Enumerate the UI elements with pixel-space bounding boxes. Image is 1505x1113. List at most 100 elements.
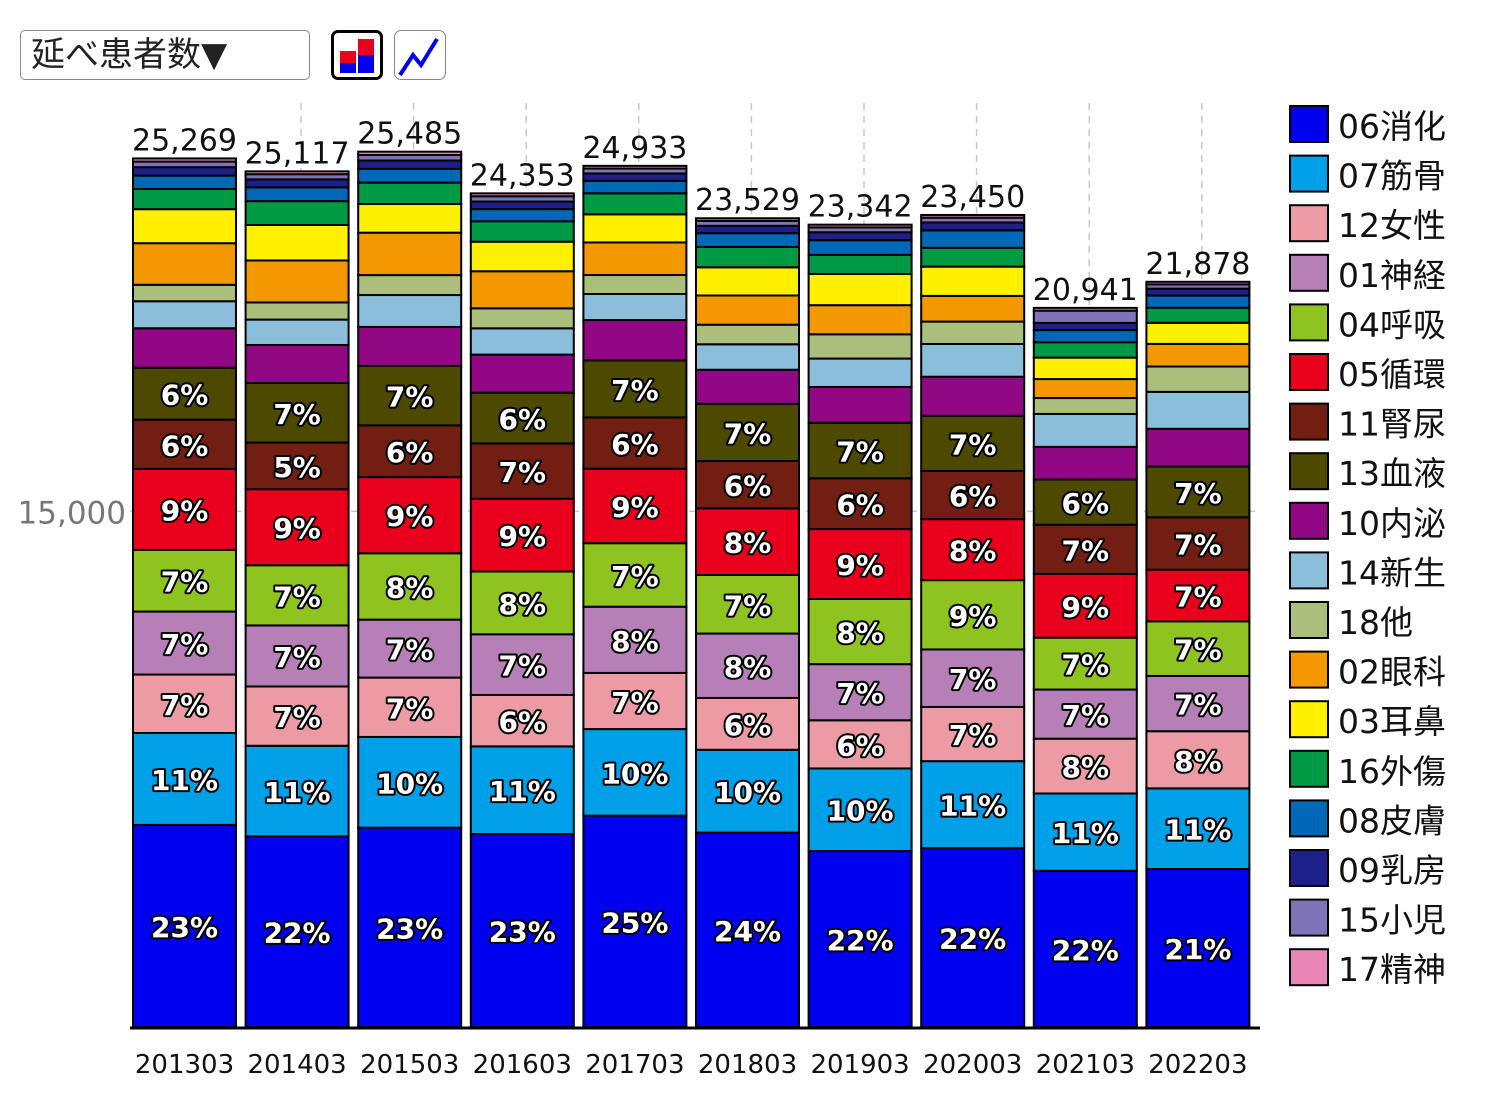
bar-segment[interactable] (920, 265, 1026, 297)
bar-segment[interactable] (469, 497, 575, 573)
bar-segment[interactable] (244, 186, 350, 203)
bar-segment[interactable] (582, 241, 688, 277)
bar-segment[interactable] (582, 671, 688, 731)
bar-segment[interactable] (807, 253, 913, 275)
bar-segment[interactable] (357, 181, 463, 206)
bar-segment[interactable] (244, 343, 350, 385)
bar-segment[interactable] (132, 283, 237, 303)
bar-segment[interactable] (920, 320, 1026, 345)
bar-segment[interactable] (695, 232, 800, 248)
bar-segment[interactable] (695, 507, 800, 576)
bar-segment[interactable] (357, 826, 463, 1028)
bar-segment[interactable] (582, 319, 688, 362)
bar-segment[interactable] (1145, 674, 1251, 733)
bar-segment[interactable] (582, 274, 688, 295)
bar-segment[interactable] (469, 200, 575, 211)
bar-segment[interactable] (1032, 412, 1138, 448)
bar-segment[interactable] (1145, 365, 1251, 393)
bar-segment[interactable] (469, 220, 575, 243)
bar-segment[interactable] (695, 245, 800, 269)
bar-segment[interactable] (920, 213, 1026, 219)
bar-segment[interactable] (807, 477, 913, 531)
bar-segment[interactable] (807, 385, 913, 424)
bar-segment[interactable] (469, 270, 575, 310)
bar-segment[interactable] (469, 745, 575, 835)
bar-segment[interactable] (582, 164, 688, 170)
bar-segment[interactable] (1032, 572, 1138, 639)
bar-segment[interactable] (244, 835, 350, 1028)
bar-segment[interactable] (807, 357, 913, 388)
bar-segment[interactable] (920, 469, 1026, 521)
bar-segment[interactable] (132, 300, 237, 330)
bar-segment[interactable] (807, 767, 913, 853)
bar-segment[interactable] (582, 467, 688, 545)
bar-segment[interactable] (357, 294, 463, 328)
bar-segment[interactable] (1145, 465, 1251, 519)
bar-segment[interactable] (582, 179, 688, 195)
bar-segment[interactable] (582, 292, 688, 322)
bar-segment[interactable] (244, 259, 350, 304)
bar-segment[interactable] (244, 318, 350, 346)
bar-segment[interactable] (357, 364, 463, 427)
bar-segment[interactable] (357, 476, 463, 555)
bar-segment[interactable] (469, 208, 575, 223)
bar-segment[interactable] (920, 221, 1026, 232)
bar-segment[interactable] (807, 272, 913, 307)
bar-segment[interactable] (357, 424, 463, 479)
bar-segment[interactable] (1032, 306, 1138, 312)
bar-segment[interactable] (132, 242, 237, 286)
metric-dropdown[interactable]: 延べ患者数▼ (20, 30, 310, 80)
bar-segment[interactable] (469, 391, 575, 445)
bar-segment[interactable] (357, 231, 463, 277)
bar-segment[interactable] (695, 294, 800, 326)
bar-segment[interactable] (1145, 427, 1251, 468)
bar-segment[interactable] (244, 170, 350, 176)
bar-segment[interactable] (695, 573, 800, 635)
bar-segment[interactable] (1145, 568, 1251, 623)
bar-segment[interactable] (807, 239, 913, 256)
bar-segment[interactable] (807, 333, 913, 360)
bar-segment[interactable] (469, 693, 575, 748)
bar-segment[interactable] (132, 174, 237, 190)
bar-segment[interactable] (469, 570, 575, 636)
bar-segment[interactable] (1032, 309, 1138, 324)
bar-segment[interactable] (469, 240, 575, 273)
bar-segment[interactable] (1145, 390, 1251, 430)
bar-segment[interactable] (132, 673, 237, 735)
bar-segment[interactable] (357, 618, 463, 679)
bar-segment[interactable] (132, 418, 237, 470)
bar-segment[interactable] (357, 167, 463, 184)
bar-segment[interactable] (1145, 306, 1251, 324)
bar-segment[interactable] (244, 624, 350, 688)
bar-segment[interactable] (695, 632, 800, 699)
bar-segment[interactable] (920, 342, 1026, 378)
bar-segment[interactable] (920, 229, 1026, 249)
bar-segment[interactable] (469, 633, 575, 696)
bar-segment[interactable] (695, 343, 800, 371)
bar-segment[interactable] (1145, 787, 1251, 870)
bar-segment[interactable] (920, 414, 1026, 472)
bar-segment[interactable] (582, 359, 688, 419)
line-chart-icon[interactable] (394, 30, 446, 80)
bar-segment[interactable] (807, 223, 913, 229)
bar-segment[interactable] (357, 325, 463, 367)
bar-segment[interactable] (244, 685, 350, 747)
bar-segment[interactable] (132, 166, 237, 177)
bar-segment[interactable] (920, 246, 1026, 268)
bar-segment[interactable] (132, 327, 237, 369)
bar-segment[interactable] (244, 488, 350, 567)
bar-segment[interactable] (695, 217, 800, 222)
bar-segment[interactable] (1032, 688, 1138, 740)
bar-segment[interactable] (582, 814, 688, 1029)
bar-segment[interactable] (357, 203, 463, 234)
bar-segment[interactable] (244, 178, 350, 189)
bar-segment[interactable] (1032, 356, 1138, 381)
bar-segment[interactable] (132, 157, 237, 163)
bar-segment[interactable] (807, 663, 913, 722)
bar-segment[interactable] (920, 294, 1026, 323)
stacked-bar-chart-icon[interactable] (331, 30, 383, 80)
bar-segment[interactable] (469, 353, 575, 394)
bar-segment[interactable] (1145, 321, 1251, 345)
bar-segment[interactable] (357, 735, 463, 829)
bar-segment[interactable] (132, 187, 237, 211)
